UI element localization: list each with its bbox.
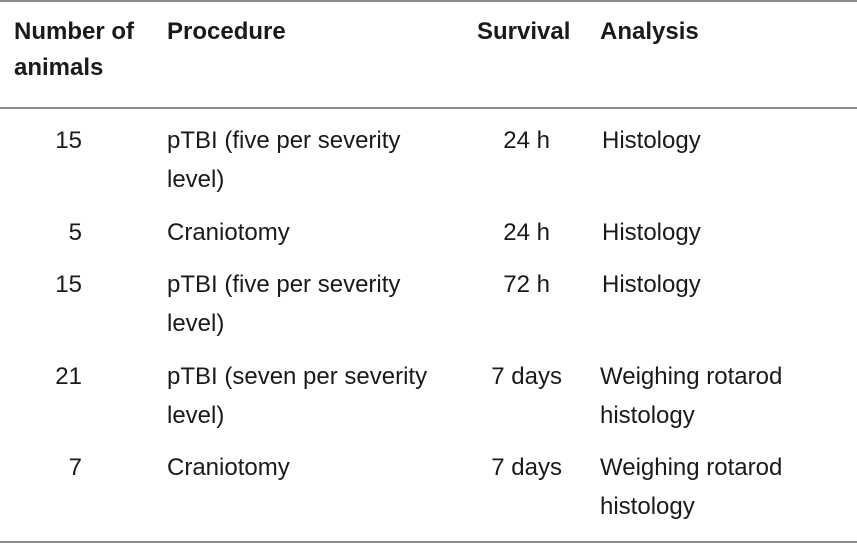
table-top-rule <box>0 0 857 2</box>
cell-analysis: Histology <box>602 271 701 298</box>
cell-survival: 24 h <box>503 219 550 246</box>
cell-analysis: Histology <box>602 219 701 246</box>
cell-survival: 24 h <box>503 127 550 154</box>
header-analysis: Analysis <box>600 18 699 45</box>
cell-analysis: Weighing rotarod histology <box>600 363 783 429</box>
cell-number: 7 <box>68 454 82 481</box>
table-bottom-rule <box>0 541 857 543</box>
header-procedure: Procedure <box>167 18 286 45</box>
cell-number: 15 <box>55 127 82 154</box>
cell-number: 15 <box>55 271 82 298</box>
cell-procedure: pTBI (five per severity level) <box>167 127 401 193</box>
cell-procedure: Craniotomy <box>167 454 290 481</box>
cell-procedure: pTBI (five per severity level) <box>167 271 401 337</box>
cell-survival: 7 days <box>491 454 562 481</box>
header-survival: Survival <box>477 18 571 45</box>
cell-survival: 72 h <box>503 271 550 298</box>
cell-survival: 7 days <box>491 363 562 390</box>
cell-procedure: pTBI (seven per severity level) <box>167 363 428 429</box>
cell-number: 21 <box>55 363 82 390</box>
cell-number: 5 <box>68 219 82 246</box>
header-rule <box>0 107 857 109</box>
cell-analysis: Histology <box>602 127 701 154</box>
cell-procedure: Craniotomy <box>167 219 290 246</box>
header-number: Number of animals <box>14 18 134 81</box>
cell-analysis: Weighing rotarod histology <box>600 454 783 520</box>
